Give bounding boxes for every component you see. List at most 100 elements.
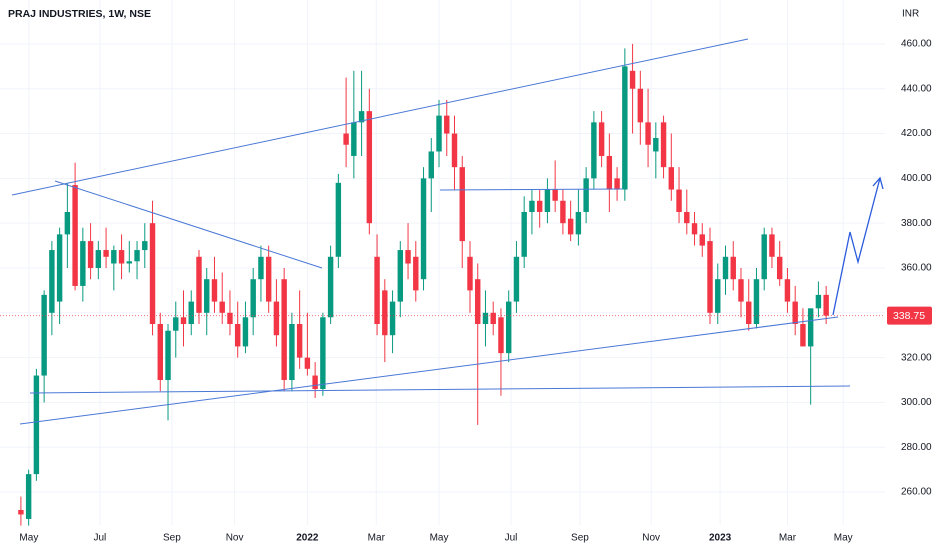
- candle-body: [823, 294, 829, 316]
- candle-body: [645, 122, 651, 145]
- candle-body: [250, 279, 256, 318]
- x-tick-label: Jul: [93, 533, 106, 544]
- candle-body: [583, 178, 589, 212]
- candle-body: [242, 317, 249, 347]
- candle-body: [405, 250, 411, 264]
- x-tick-label: May: [19, 533, 38, 544]
- drawings: [11, 38, 884, 425]
- candle-body: [258, 256, 264, 280]
- candle-body: [459, 167, 465, 242]
- candle-body: [111, 250, 117, 264]
- candle-body: [467, 256, 473, 291]
- y-tick-label: 300.00: [901, 397, 932, 408]
- candle-body: [629, 70, 636, 89]
- candle-body: [684, 211, 690, 224]
- candle-body: [134, 250, 140, 262]
- candle-body: [273, 301, 280, 336]
- x-tick-label: May: [834, 533, 853, 544]
- candle-body: [358, 111, 365, 123]
- candle-body: [219, 301, 225, 313]
- candle-body: [80, 241, 86, 286]
- candle-body: [211, 279, 218, 302]
- candle-body: [560, 200, 566, 224]
- candle-body: [173, 317, 179, 331]
- candle-body: [761, 234, 767, 280]
- trend-line: [19, 316, 839, 425]
- candle-body: [653, 138, 659, 152]
- arrow-head: [872, 176, 884, 190]
- candle-body: [792, 301, 798, 325]
- candle-body: [668, 167, 675, 190]
- candle-body: [281, 279, 287, 381]
- candle-body: [64, 211, 71, 235]
- y-tick-label: 400.00: [901, 173, 932, 184]
- axes: 260.00280.00300.00320.00340.00360.00380.…: [19, 39, 932, 544]
- candle-body: [699, 234, 705, 246]
- candle-body: [575, 211, 582, 235]
- x-tick-label: Mar: [368, 533, 386, 544]
- candle-body: [227, 312, 233, 325]
- candle-body: [413, 256, 419, 291]
- candle-body: [730, 256, 736, 280]
- candle-body: [614, 178, 620, 190]
- x-tick-label: May: [430, 533, 449, 544]
- candle-body: [351, 122, 357, 156]
- candle-body: [567, 218, 574, 235]
- candle-body: [738, 279, 744, 302]
- candle-body: [25, 474, 32, 519]
- candle-body: [382, 290, 388, 336]
- y-tick-label: 380.00: [901, 218, 932, 229]
- candle-body: [95, 250, 102, 268]
- candle-body: [165, 330, 171, 381]
- y-tick-label: 360.00: [901, 263, 932, 274]
- candle-body: [622, 66, 628, 190]
- candle-body: [552, 189, 558, 201]
- candle-body: [343, 133, 349, 145]
- candle-body: [498, 317, 504, 354]
- candle-body: [397, 250, 404, 302]
- candle-body: [428, 151, 434, 179]
- candle-body: [327, 256, 334, 318]
- x-tick-label: Mar: [779, 533, 797, 544]
- candle-body: [769, 234, 775, 257]
- candle-body: [366, 111, 373, 224]
- candle-body: [234, 324, 241, 347]
- candle-body: [436, 115, 442, 152]
- candle-body: [33, 375, 40, 475]
- candle-body: [691, 223, 698, 235]
- axis-unit: INR: [902, 9, 919, 20]
- candle-body: [180, 317, 187, 325]
- candle-body: [807, 308, 814, 347]
- candle-body: [304, 357, 311, 369]
- candle-body: [204, 279, 210, 313]
- candle-body: [103, 250, 109, 257]
- last-price-label: 338.75: [893, 310, 925, 322]
- candle-body: [776, 256, 783, 280]
- x-tick-label: 2022: [296, 533, 319, 544]
- candle-body: [72, 185, 78, 286]
- candle-body: [598, 122, 605, 156]
- candle-body: [49, 250, 55, 313]
- chart-title: PRAJ INDUSTRIES, 1W, NSE: [8, 8, 151, 20]
- candle-body: [746, 301, 752, 325]
- candle-body: [18, 509, 24, 515]
- candle-body: [753, 279, 760, 325]
- trend-line: [54, 180, 323, 269]
- candle-body: [420, 178, 427, 280]
- trend-line: [29, 385, 851, 394]
- candle-body: [513, 256, 520, 302]
- candle-body: [544, 189, 551, 212]
- candle-body: [536, 200, 543, 212]
- candle-body: [41, 294, 47, 376]
- x-tick-label: Nov: [642, 533, 660, 544]
- last-price-box: [887, 306, 932, 325]
- candle-body: [521, 211, 527, 257]
- projection-arrow: [832, 177, 881, 316]
- candle-body: [529, 200, 535, 212]
- y-tick-label: 420.00: [901, 128, 932, 139]
- candle-body: [142, 241, 148, 251]
- candle-body: [118, 250, 125, 264]
